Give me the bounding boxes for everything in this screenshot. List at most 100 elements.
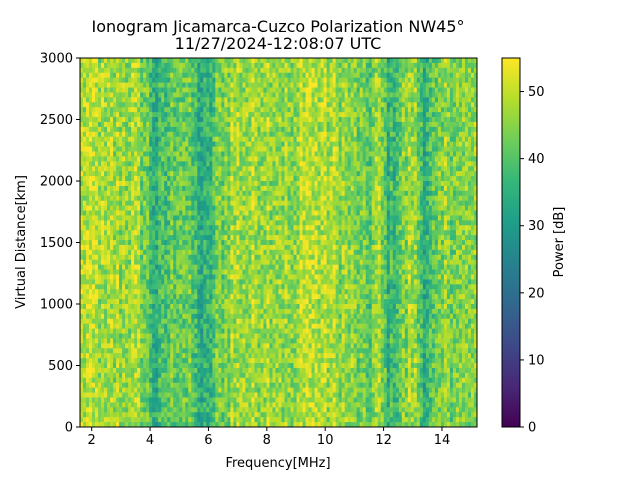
- heatmap-cell: [173, 417, 177, 423]
- heatmap-cell: [86, 121, 90, 128]
- heatmap-cell: [224, 82, 228, 88]
- heatmap-cell: [116, 112, 120, 118]
- heatmap-cell: [143, 259, 147, 266]
- heatmap-cell: [137, 58, 141, 64]
- heatmap-cell: [98, 240, 102, 246]
- heatmap-cell: [200, 244, 204, 251]
- heatmap-cell: [245, 220, 249, 226]
- heatmap-cell: [134, 289, 138, 295]
- heatmap-cell: [272, 176, 276, 182]
- heatmap-cell: [182, 102, 186, 108]
- heatmap-cell: [161, 166, 165, 172]
- heatmap-cell: [248, 121, 252, 128]
- heatmap-cell: [236, 72, 240, 79]
- heatmap-cell: [89, 323, 93, 329]
- heatmap-cell: [128, 171, 132, 177]
- heatmap-cell: [197, 402, 201, 408]
- heatmap-cell: [212, 249, 216, 256]
- heatmap-cell: [188, 166, 192, 172]
- heatmap-cell: [179, 240, 183, 246]
- heatmap-cell: [107, 353, 111, 359]
- heatmap-cell: [221, 205, 225, 211]
- heatmap-cell: [119, 382, 123, 389]
- heatmap-cell: [227, 230, 231, 236]
- heatmap-cell: [212, 195, 216, 202]
- heatmap-cell: [173, 372, 177, 379]
- heatmap-cell: [206, 422, 210, 427]
- heatmap-cell: [227, 363, 231, 369]
- heatmap-cell: [233, 264, 237, 270]
- heatmap-cell: [221, 299, 225, 305]
- heatmap-cell: [218, 166, 222, 172]
- heatmap-cell: [164, 97, 168, 103]
- heatmap-cell: [125, 200, 129, 206]
- heatmap-cell: [170, 377, 174, 384]
- heatmap-cell: [98, 269, 102, 275]
- heatmap-cell: [275, 289, 279, 295]
- heatmap-cell: [101, 348, 105, 354]
- heatmap-cell: [248, 176, 252, 182]
- heatmap-cell: [140, 156, 144, 162]
- heatmap-cell: [143, 392, 147, 398]
- heatmap-cell: [188, 58, 192, 64]
- heatmap-cell: [251, 176, 255, 182]
- heatmap-cell: [179, 333, 183, 339]
- heatmap-cell: [215, 87, 219, 93]
- heatmap-cell: [86, 210, 90, 216]
- heatmap-cell: [80, 402, 84, 408]
- heatmap-cell: [263, 156, 267, 162]
- heatmap-cell: [95, 215, 99, 221]
- heatmap-cell: [182, 397, 186, 403]
- heatmap-cell: [269, 333, 273, 339]
- heatmap-cell: [230, 358, 234, 364]
- heatmap-cell: [107, 372, 111, 379]
- heatmap-cell: [110, 121, 114, 128]
- heatmap-cell: [137, 210, 141, 216]
- heatmap-cell: [92, 181, 96, 187]
- heatmap-cell: [125, 176, 129, 182]
- heatmap-cell: [203, 318, 207, 325]
- heatmap-cell: [95, 141, 99, 147]
- heatmap-cell: [125, 181, 129, 187]
- heatmap-cell: [161, 343, 165, 349]
- heatmap-cell: [176, 102, 180, 108]
- heatmap-cell: [212, 67, 216, 74]
- heatmap-cell: [197, 264, 201, 270]
- heatmap-cell: [131, 313, 135, 320]
- heatmap-cell: [194, 308, 198, 315]
- heatmap-cell: [125, 372, 129, 379]
- heatmap-cell: [137, 82, 141, 88]
- heatmap-cell: [224, 328, 228, 334]
- heatmap-cell: [251, 161, 255, 167]
- heatmap-cell: [176, 146, 180, 152]
- heatmap-cell: [86, 274, 90, 280]
- heatmap-cell: [113, 126, 117, 133]
- heatmap-cell: [146, 372, 150, 379]
- heatmap-cell: [269, 259, 273, 266]
- heatmap-cell: [86, 333, 90, 339]
- heatmap-cell: [167, 97, 171, 103]
- heatmap-cell: [227, 210, 231, 216]
- heatmap-cell: [158, 397, 162, 403]
- heatmap-cell: [218, 190, 222, 197]
- heatmap-cell: [125, 323, 129, 329]
- heatmap-cell: [251, 308, 255, 315]
- heatmap-cell: [224, 279, 228, 285]
- heatmap-cell: [149, 353, 153, 359]
- heatmap-cell: [197, 176, 201, 182]
- heatmap-cell: [122, 417, 126, 423]
- heatmap-cell: [248, 318, 252, 325]
- heatmap-cell: [197, 363, 201, 369]
- heatmap-cell: [230, 72, 234, 79]
- heatmap-cell: [242, 235, 246, 241]
- heatmap-cell: [260, 294, 264, 300]
- heatmap-cell: [191, 358, 195, 364]
- heatmap-cell: [107, 284, 111, 290]
- heatmap-cell: [236, 210, 240, 216]
- heatmap-cell: [179, 308, 183, 315]
- heatmap-cell: [260, 77, 264, 83]
- heatmap-cell: [98, 402, 102, 408]
- heatmap-cell: [212, 121, 216, 128]
- heatmap-cell: [89, 240, 93, 246]
